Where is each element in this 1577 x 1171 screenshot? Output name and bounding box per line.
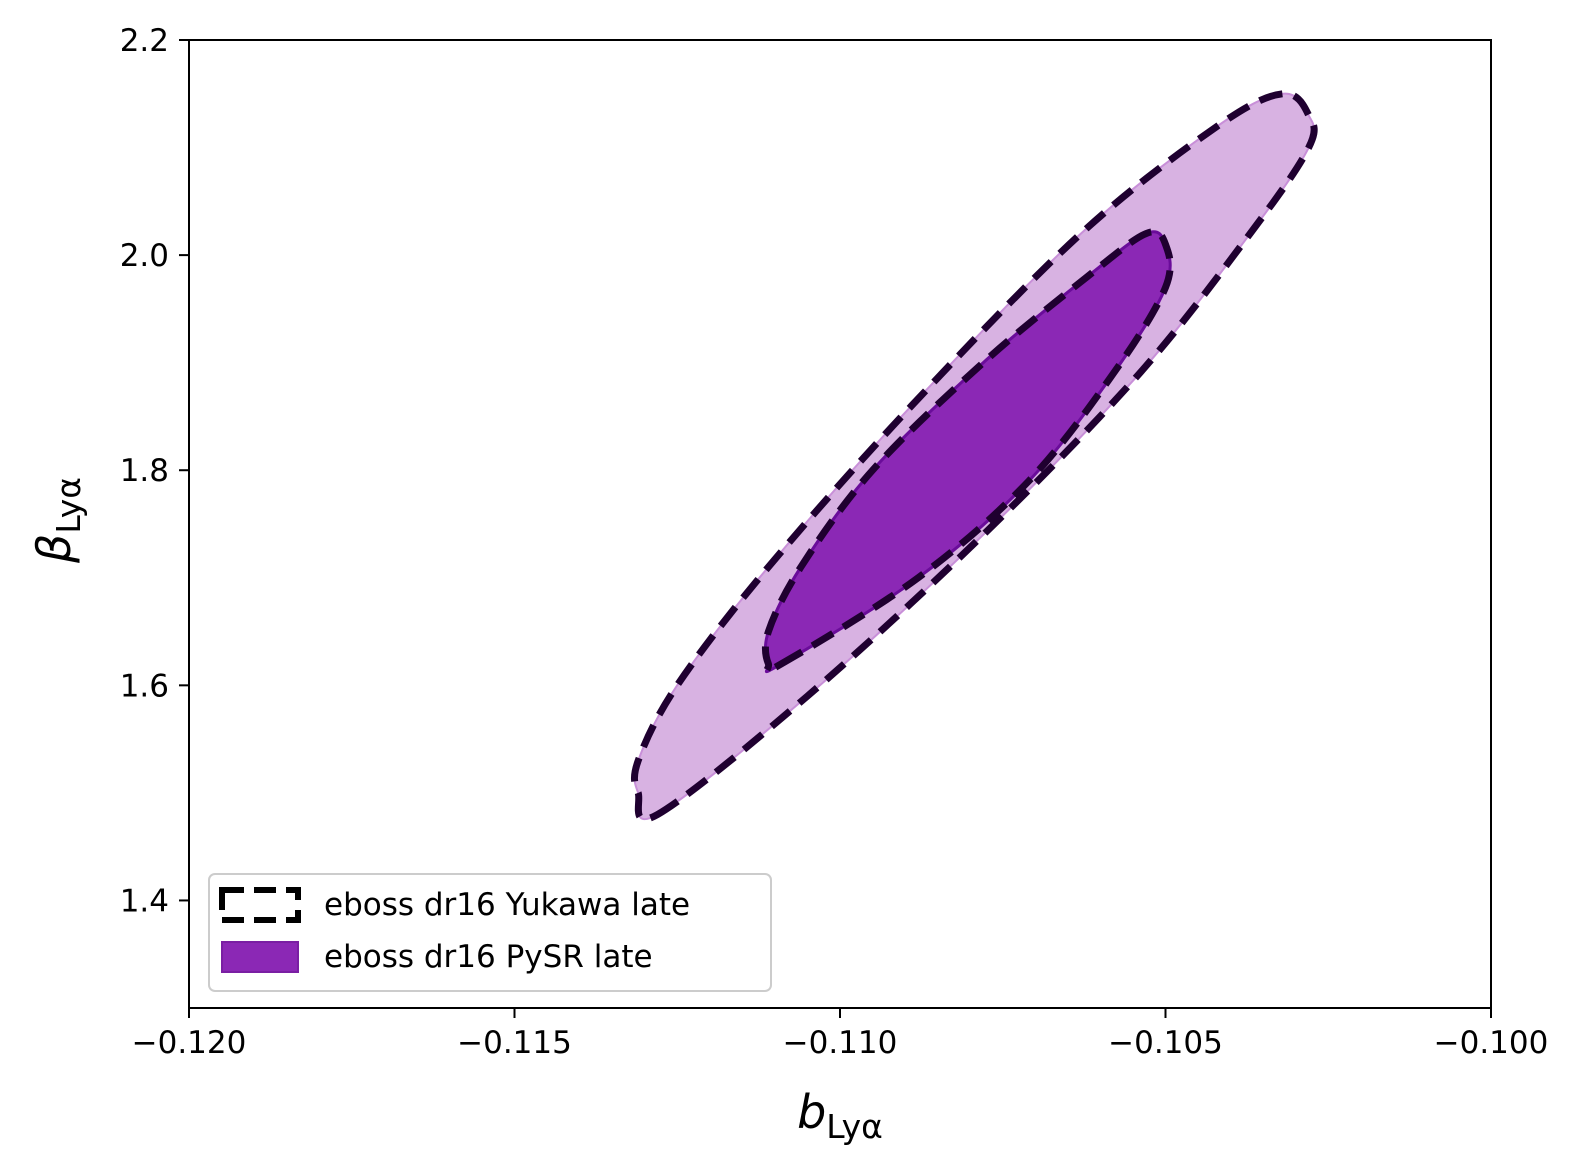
x-axis-label: bLyα: [797, 1085, 883, 1146]
contours: [630, 90, 1318, 823]
x-tick-label: −0.110: [783, 1025, 898, 1061]
legend-box: [208, 873, 772, 992]
y-tick-label: 1.6: [120, 668, 169, 704]
legend-swatch-pysr: [221, 941, 299, 973]
legend-label-yukawa: eboss dr16 Yukawa late: [324, 887, 690, 923]
legend: eboss dr16 Yukawa late eboss dr16 PySR l…: [208, 873, 772, 992]
y-tick-label: 1.8: [120, 453, 169, 489]
y-axis-label-subscript: Lyα: [49, 477, 88, 534]
x-axis: −0.120 −0.115 −0.110 −0.105 −0.100: [132, 1008, 1549, 1061]
x-tick-label: −0.120: [132, 1025, 247, 1061]
yukawa-contour-95: [630, 90, 1318, 823]
y-axis-label: βLyα: [27, 477, 88, 564]
y-tick-label: 2.0: [120, 238, 169, 274]
y-axis: 1.4 1.6 1.8 2.0 2.2: [120, 23, 189, 919]
x-tick-label: −0.100: [1434, 1025, 1549, 1061]
x-axis-label-symbol: b: [797, 1085, 826, 1139]
legend-label-pysr: eboss dr16 PySR late: [324, 939, 653, 975]
x-tick-label: −0.105: [1108, 1025, 1223, 1061]
y-tick-label: 1.4: [120, 883, 169, 919]
legend-swatch-yukawa: [219, 887, 301, 923]
y-tick-label: 2.2: [120, 23, 169, 59]
x-axis-label-subscript: Lyα: [826, 1107, 883, 1146]
yukawa-contour-68: [761, 228, 1174, 676]
y-axis-label-symbol: β: [27, 534, 81, 564]
x-tick-label: −0.115: [457, 1025, 572, 1061]
